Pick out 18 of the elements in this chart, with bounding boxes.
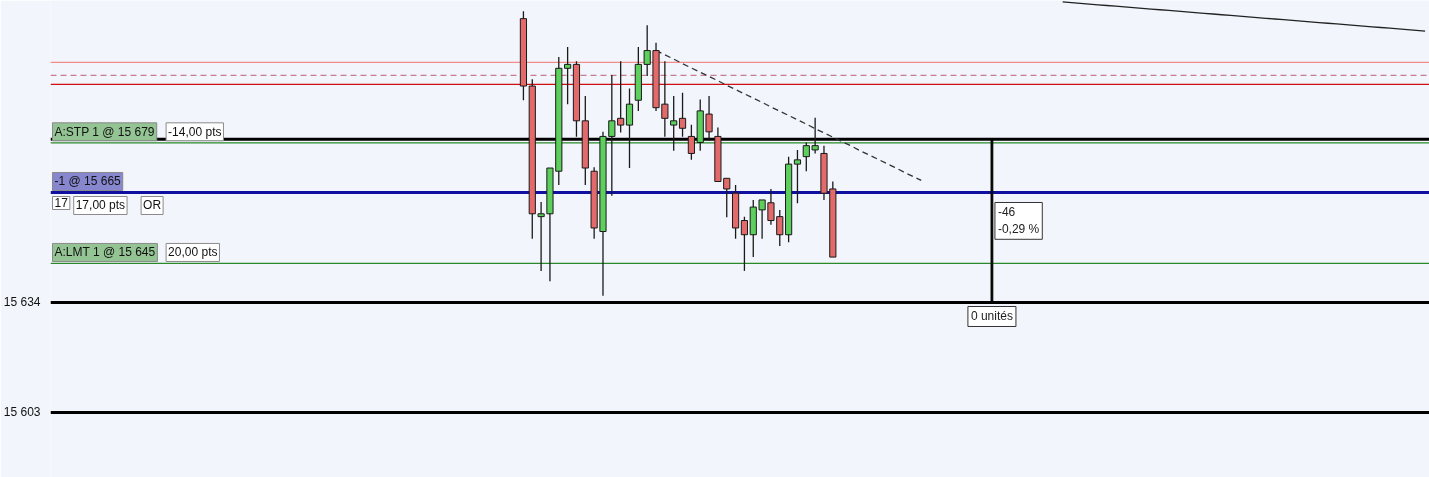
annotation: 20,00 pts: [168, 245, 218, 260]
line-series: [1062, 1, 1426, 32]
y-tick-label: 15 603: [3, 405, 41, 420]
candlestick: [740, 215, 749, 272]
ref-line-label: A:LMT 1 @ 15 645: [54, 245, 156, 260]
annotation: 0 unités: [970, 309, 1013, 324]
annotation: -46 -0,29 %: [997, 205, 1040, 237]
candlestick: [793, 149, 802, 204]
annotation: 17,00 pts: [75, 198, 126, 213]
annotation: -14,00 pts: [168, 124, 222, 139]
ref-line-label: A:STP 1 @ 15 679: [54, 124, 155, 139]
candlestick: [670, 95, 678, 152]
y-tick-label: 15 634: [3, 295, 41, 310]
ref-line-label: -1 @ 15 665: [54, 174, 122, 189]
candlestick: [625, 87, 634, 169]
annotation: 17: [54, 196, 69, 211]
candlestick: [678, 92, 687, 138]
annotation: OR: [143, 198, 162, 213]
